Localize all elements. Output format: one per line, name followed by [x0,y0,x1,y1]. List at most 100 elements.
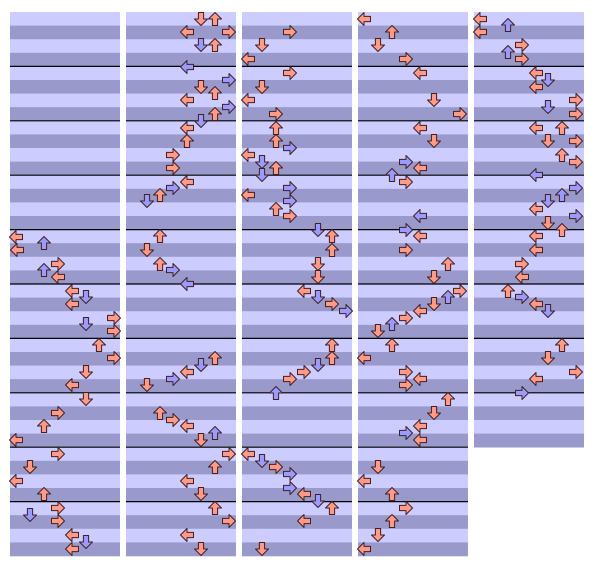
arrow-note [269,161,283,175]
beat-band [358,66,468,81]
beat-band [126,229,236,244]
beat-band [358,243,468,258]
beat-band [358,447,468,462]
arrow-note [529,80,543,94]
beat-band [242,66,352,81]
beat-band [474,93,584,108]
arrow-note [541,134,555,148]
beat-band [10,80,120,94]
arrow-note [541,216,555,230]
arrow-note [399,378,413,392]
beat-band [126,324,236,339]
arrow-note [222,447,236,461]
arrow-note [427,406,441,420]
beat-band [242,243,352,258]
arrow-note [208,426,222,440]
arrow-note [180,419,194,433]
arrow-note [515,257,529,271]
arrow-note [153,406,167,420]
beat-band [474,256,584,271]
beat-band [242,284,352,298]
beat-band [474,39,584,54]
beat-band [474,25,584,40]
beat-band [474,80,584,94]
arrow-note [51,514,65,528]
beat-band [358,93,468,108]
arrow-note [255,454,269,468]
arrow-note [180,93,194,107]
beat-band [242,120,352,135]
arrow-note [311,223,325,237]
arrow-note [399,365,413,379]
arrow-note [357,351,371,365]
beat-band [126,107,236,122]
arrow-note [311,270,325,284]
arrow-note [194,542,208,556]
beat-band [474,175,584,190]
arrow-note [529,121,543,135]
beat-band [10,229,120,244]
beat-band [242,270,352,285]
arrow-note [194,433,208,447]
arrow-note [501,18,515,32]
arrow-note [222,514,236,528]
beat-band [358,365,468,380]
beat-band [474,297,584,312]
beat-band [126,352,236,366]
arrow-note [453,107,467,121]
beat-band [10,392,120,407]
beat-band [474,216,584,230]
beat-band [242,420,352,434]
arrow-note [541,304,555,318]
arrow-note [441,257,455,271]
beat-band [474,365,584,380]
arrow-note [529,202,543,216]
beat-band [126,501,236,516]
beat-band [358,406,468,421]
beat-band [242,352,352,366]
beat-band [358,420,468,434]
beat-band [10,284,120,298]
arrow-note [413,419,427,433]
beat-band [242,338,352,353]
beat-band [358,324,468,339]
arrow-note [283,194,297,208]
arrow-note [79,317,93,331]
beat-band [358,148,468,162]
beat-band [242,80,352,94]
arrow-note [311,358,325,372]
arrow-note [166,161,180,175]
beat-band [474,243,584,258]
arrow-note [371,324,385,338]
beat-band [358,107,468,122]
arrow-note [269,107,283,121]
arrow-note [569,181,583,195]
chart-column [358,12,468,557]
beat-band [358,501,468,516]
beat-band [242,528,352,543]
beat-band [358,134,468,149]
arrow-note [311,494,325,508]
arrow-note [427,297,441,311]
beat-band [358,52,468,67]
arrow-note [37,263,51,277]
arrow-note [413,229,427,243]
arrow-note [399,223,413,237]
beat-band [10,542,120,557]
beat-band [242,392,352,407]
arrow-note [399,311,413,325]
chart-column [10,12,120,557]
arrow-note [441,290,455,304]
arrow-note [413,372,427,386]
arrow-note [569,134,583,148]
beat-band [474,202,584,217]
beat-band [358,39,468,54]
arrow-note [10,243,24,257]
arrow-note [325,243,339,257]
beat-band [126,338,236,353]
beat-band [358,161,468,176]
arrow-note [208,460,222,474]
beat-band [242,433,352,448]
arrow-note [283,209,297,223]
